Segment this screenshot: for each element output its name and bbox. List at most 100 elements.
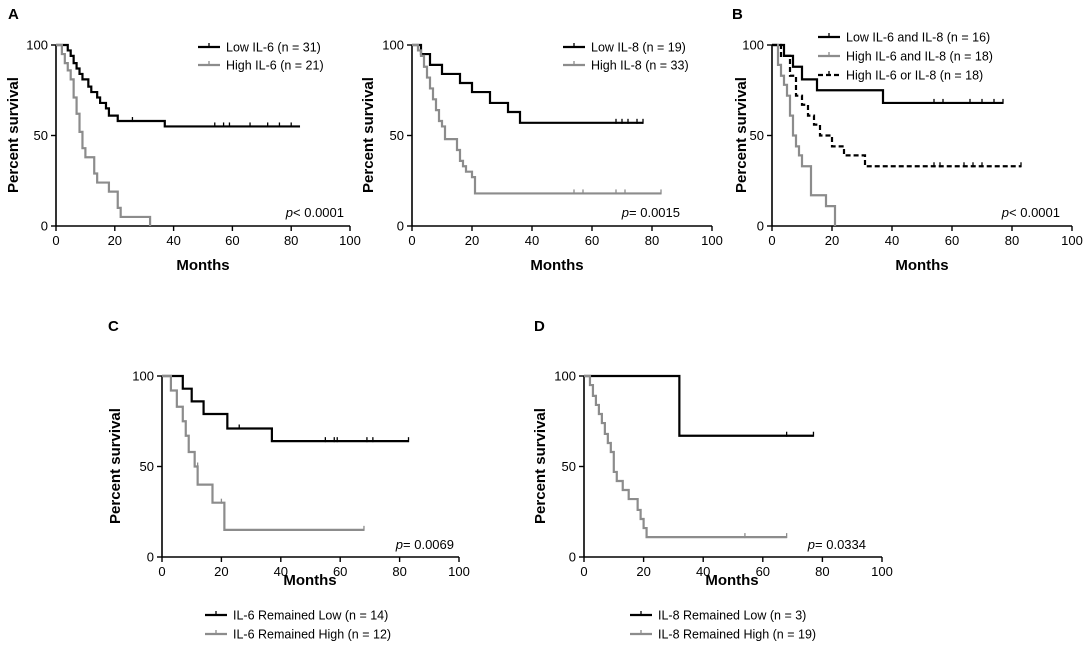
y-tick-label: 100: [554, 369, 576, 384]
p-symbol: p: [621, 205, 629, 220]
survival-curves: [772, 43, 1022, 226]
y-tick-label: 0: [397, 219, 404, 234]
y-tick-label: 50: [562, 459, 576, 474]
survival-curves: [412, 43, 662, 195]
axes: 0 20 40 60 80 100 0 50 100: [26, 38, 361, 249]
x-tick-label: 80: [284, 233, 298, 248]
legend-label-series-2: High IL-6 (n = 21): [226, 59, 324, 73]
x-tick-label: 40: [166, 233, 180, 248]
p-symbol: p: [807, 537, 815, 552]
x-tick-label: 80: [1005, 233, 1019, 248]
y-tick-label: 100: [382, 38, 404, 53]
p-value: p< 0.0001: [285, 205, 344, 220]
x-tick-label: 60: [225, 233, 239, 248]
legend-label-series-2: High IL-6 and IL-8 (n = 18): [846, 50, 993, 64]
x-tick-label: 20: [465, 233, 479, 248]
axes: 0 20 40 60 80 100 0 50 100: [554, 369, 893, 580]
x-tick-label: 0: [158, 564, 165, 579]
x-tick-label: 0: [580, 564, 587, 579]
survival-curve-series-2: [56, 43, 152, 226]
x-tick-label: 80: [645, 233, 659, 248]
survival-curve-series-2: [584, 374, 787, 539]
x-tick-label: 0: [768, 233, 775, 248]
p-value: p= 0.0015: [621, 205, 680, 220]
y-tick-label: 50: [140, 459, 154, 474]
panel-a-il8: Percent survival Months 0 20 40 60 80 100 0 50 1…: [360, 38, 723, 275]
p-value-text: = 0.0334: [815, 537, 866, 552]
legend: IL-6 Remained Low (n = 14) IL-6 Remained …: [205, 609, 391, 642]
panel-letter: D: [534, 318, 545, 335]
x-tick-label: 60: [333, 564, 347, 579]
survival-curve-series-3: [772, 43, 1021, 168]
survival-curve-series-2: [772, 43, 837, 226]
p-symbol: p: [1001, 205, 1009, 220]
p-symbol: p: [395, 537, 403, 552]
survival-curves: [56, 43, 301, 226]
x-tick-label: 100: [339, 233, 361, 248]
y-axis-title: Percent survival: [733, 77, 750, 193]
p-value: p= 0.0334: [807, 537, 866, 552]
y-tick-label: 100: [742, 38, 764, 53]
panel-letter: A: [8, 6, 19, 23]
legend-label-series-1: IL-6 Remained Low (n = 14): [233, 609, 388, 623]
legend-label-series-1: IL-8 Remained Low (n = 3): [658, 609, 806, 623]
survival-curve-series-1: [412, 43, 643, 124]
legend: IL-8 Remained Low (n = 3) IL-8 Remained H…: [630, 609, 816, 642]
y-tick-label: 0: [757, 219, 764, 234]
x-tick-label: 20: [825, 233, 839, 248]
legend-label-series-3: High IL-6 or IL-8 (n = 18): [846, 69, 983, 83]
x-axis-title: Months: [176, 257, 229, 274]
p-value-text: = 0.0069: [403, 537, 454, 552]
axes: 0 20 40 60 80 100 0 50 100: [742, 38, 1083, 249]
p-value-text: < 0.0001: [293, 205, 344, 220]
legend-label-series-2: High IL-8 (n = 33): [591, 59, 689, 73]
x-tick-label: 40: [885, 233, 899, 248]
survival-curve-series-1: [584, 374, 814, 437]
x-tick-label: 40: [525, 233, 539, 248]
survival-curves: [162, 374, 410, 531]
x-axis-title: Months: [705, 572, 758, 589]
x-tick-label: 0: [408, 233, 415, 248]
x-tick-label: 60: [585, 233, 599, 248]
x-tick-label: 100: [1061, 233, 1083, 248]
x-tick-label: 20: [214, 564, 228, 579]
y-axis-title: Percent survival: [360, 77, 377, 193]
x-axis-title: Months: [283, 572, 336, 589]
y-tick-label: 50: [390, 128, 404, 143]
panel-letter: C: [108, 318, 119, 335]
survival-curve-series-1: [162, 374, 409, 443]
x-tick-label: 60: [945, 233, 959, 248]
x-tick-label: 100: [448, 564, 470, 579]
y-axis-title: Percent survival: [5, 77, 22, 193]
p-symbol: p: [285, 205, 293, 220]
survival-curve-series-2: [162, 374, 364, 531]
y-tick-label: 50: [34, 128, 48, 143]
y-axis-title: Percent survival: [532, 408, 549, 524]
y-tick-label: 0: [147, 550, 154, 565]
y-tick-label: 0: [569, 550, 576, 565]
legend: Low IL-6 (n = 31) High IL-6 (n = 21): [198, 41, 324, 73]
x-tick-label: 0: [52, 233, 59, 248]
legend: Low IL-8 (n = 19) High IL-8 (n = 33): [563, 41, 689, 73]
legend-label-series-1: Low IL-8 (n = 19): [591, 41, 686, 55]
x-axis-title: Months: [895, 257, 948, 274]
panel-d: D Percent survival Months 0 20 40 60 80 100 0 5…: [532, 318, 893, 642]
survival-curves: [584, 374, 815, 539]
legend: Low IL-6 and IL-8 (n = 16) High IL-6 and …: [818, 31, 993, 83]
p-value: p< 0.0001: [1001, 205, 1060, 220]
survival-curve-series-1: [772, 43, 1003, 105]
x-tick-label: 40: [696, 564, 710, 579]
y-tick-label: 100: [132, 369, 154, 384]
survival-curve-series-2: [412, 43, 661, 195]
p-value: p= 0.0069: [395, 537, 454, 552]
panel-letter: B: [732, 6, 743, 23]
axes: 0 20 40 60 80 100 0 50 100: [132, 369, 470, 580]
panel-c: C Percent survival Months 0 20 40 60 80 100 0 5…: [107, 318, 470, 642]
y-tick-label: 0: [41, 219, 48, 234]
x-tick-label: 20: [636, 564, 650, 579]
x-tick-label: 40: [274, 564, 288, 579]
legend-label-series-2: IL-6 Remained High (n = 12): [233, 628, 391, 642]
p-value-text: = 0.0015: [629, 205, 680, 220]
y-axis-title: Percent survival: [107, 408, 124, 524]
